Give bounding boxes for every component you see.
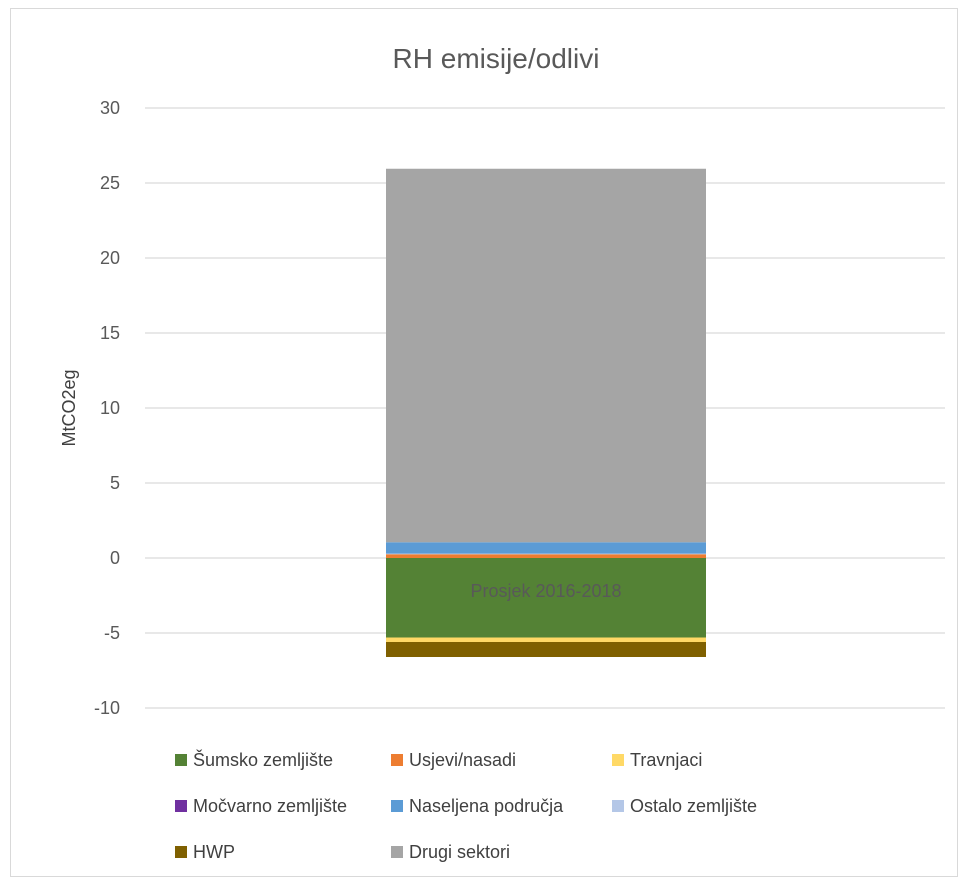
legend-label: Šumsko zemljište xyxy=(193,749,333,770)
y-tick-label: 0 xyxy=(110,548,120,568)
bar-segment xyxy=(386,553,706,555)
legend-swatch xyxy=(612,800,624,812)
legend-label: Usjevi/nasadi xyxy=(409,750,516,770)
legend-label: Travnjaci xyxy=(630,750,702,770)
bar-segment xyxy=(386,554,706,558)
legend-swatch xyxy=(612,754,624,766)
legend-label: Drugi sektori xyxy=(409,842,510,862)
y-tick-label: 5 xyxy=(110,473,120,493)
y-tick-label: 30 xyxy=(100,98,120,118)
y-tick-labels: 30 25 20 15 10 5 0 -5 -10 xyxy=(94,98,120,718)
legend-swatch xyxy=(391,800,403,812)
bar-segment xyxy=(386,642,706,657)
legend-swatch xyxy=(175,846,187,858)
bar-segments xyxy=(386,168,706,657)
legend-swatch xyxy=(391,754,403,766)
legend-swatch xyxy=(391,846,403,858)
y-tick-label: 20 xyxy=(100,248,120,268)
legend-label: Ostalo zemljište xyxy=(630,796,757,816)
y-tick-label: 10 xyxy=(100,398,120,418)
bar-segment xyxy=(386,168,706,543)
category-labels: Prosjek 2016-2018 xyxy=(470,581,621,601)
bar-segment xyxy=(386,558,706,638)
y-tick-label: -10 xyxy=(94,698,120,718)
y-tick-label: -5 xyxy=(104,623,120,643)
y-tick-label: 25 xyxy=(100,173,120,193)
legend-label: Močvarno zemljište xyxy=(193,796,347,816)
bar-segment xyxy=(386,542,706,554)
legend-swatch xyxy=(175,800,187,812)
category-label: Prosjek 2016-2018 xyxy=(470,581,621,601)
bar-segment xyxy=(386,637,706,642)
y-tick-label: 15 xyxy=(100,323,120,343)
legend: Šumsko zemljište Usjevi/nasadi Travnjaci Mo… xyxy=(175,749,757,862)
y-axis-label: MtCO2eg xyxy=(59,369,79,446)
chart-title: RH emisije/odlivi xyxy=(393,43,600,74)
legend-label: Naseljena područja xyxy=(409,796,564,816)
legend-swatch xyxy=(175,754,187,766)
legend-label: HWP xyxy=(193,842,235,862)
